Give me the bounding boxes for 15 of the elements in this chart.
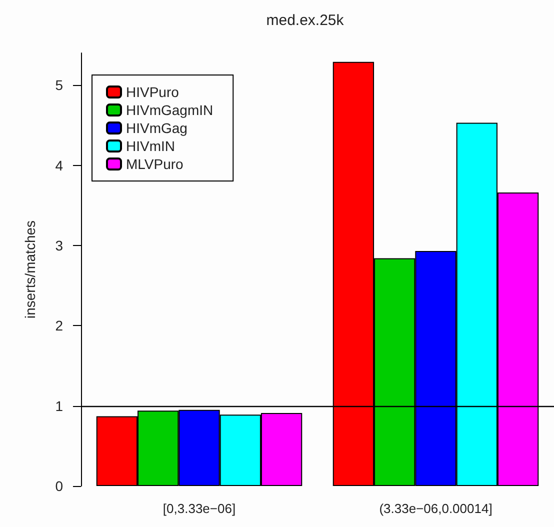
chart-title: med.ex.25k <box>266 12 344 29</box>
legend-label: HIVPuro <box>126 84 180 100</box>
y-tick-label: 3 <box>55 237 64 254</box>
y-tick-label: 1 <box>55 398 64 414</box>
y-tick-label: 4 <box>55 157 64 174</box>
legend-label: HIVmGag <box>126 120 188 136</box>
legend-label: HIVmGagmIN <box>126 102 214 118</box>
y-tick-label: 2 <box>55 318 64 334</box>
x-tick-label: (3.33e−06,0.00014] <box>379 501 492 516</box>
y-axis-title: inserts/matches <box>22 220 38 319</box>
legend-label: MLVPuro <box>126 156 184 172</box>
y-tick-label: 0 <box>55 478 64 494</box>
x-tick-label: [0,3.33e−06] <box>162 501 236 516</box>
legend-label: HIVmIN <box>126 138 175 154</box>
y-tick-label: 5 <box>55 77 64 94</box>
